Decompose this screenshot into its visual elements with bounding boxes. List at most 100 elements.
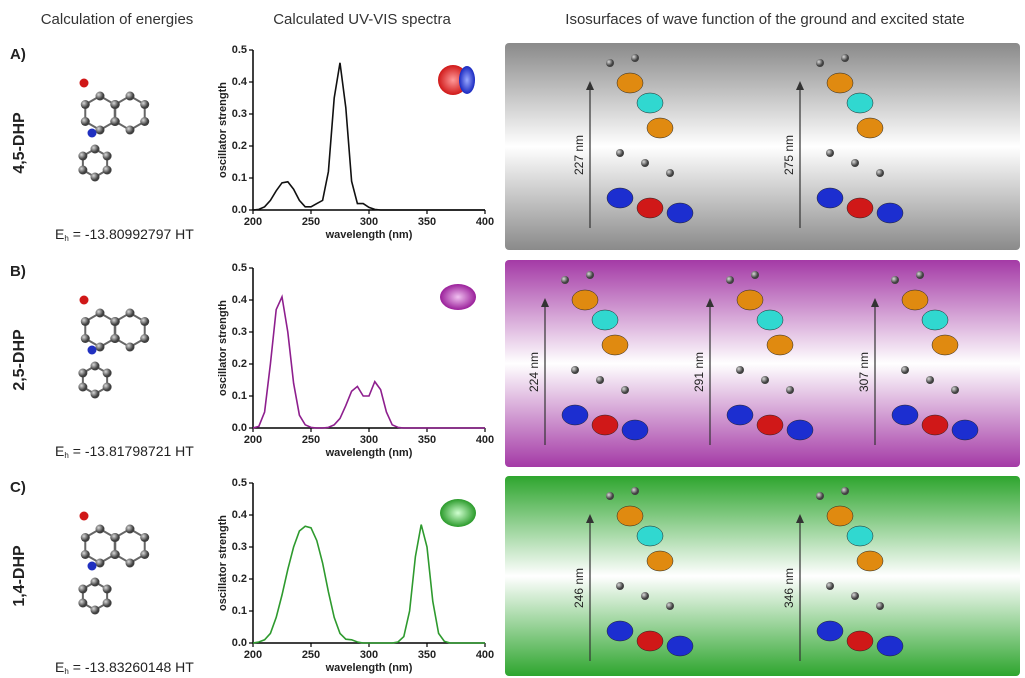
atom [110, 117, 120, 126]
orbital-lobe [951, 419, 979, 441]
y-tick-label: 0.4 [232, 76, 248, 88]
orbital-lobe [786, 419, 814, 441]
orbital-sketch [606, 54, 694, 224]
energy-subscript: h [64, 234, 68, 243]
orbital-lobe [606, 620, 634, 642]
atom [79, 295, 89, 305]
compound-name: 1,4-DHP [11, 545, 28, 607]
orbital-lobe [616, 505, 644, 527]
orbital-lobe [891, 404, 919, 426]
atom [736, 366, 744, 374]
orbital-lobe [856, 117, 884, 139]
y-tick-label: 0.4 [232, 509, 248, 521]
atom [891, 276, 899, 284]
x-tick-label: 400 [476, 434, 494, 446]
x-tick-label: 300 [360, 649, 378, 661]
arrow-head [586, 514, 594, 523]
energy-label: Eh = -13.80992797 HT [55, 226, 194, 243]
row-letter: B) [10, 263, 26, 280]
orbital-lobe [846, 525, 874, 547]
atom [606, 59, 614, 67]
energy-symbol: E [55, 443, 64, 459]
spectrum-line [252, 62, 485, 211]
orbital-lobe [816, 620, 844, 642]
atom [631, 487, 639, 495]
atom [90, 605, 100, 615]
atom [110, 100, 120, 109]
energy-value: = -13.80992797 HT [73, 226, 194, 242]
x-tick-label: 300 [360, 216, 378, 228]
orbital-lobe [636, 92, 664, 114]
atom [596, 376, 604, 384]
atom [110, 317, 120, 326]
orbital-lobe [621, 419, 649, 441]
orbital-sketch [816, 487, 904, 657]
orbital-lobe [666, 202, 694, 224]
orbital-lobe [856, 550, 884, 572]
atom [102, 368, 112, 378]
atom [666, 602, 674, 610]
atom [90, 144, 100, 154]
transition-label: 307 nm [857, 352, 871, 392]
orbital-lobe [756, 414, 784, 436]
y-tick-label: 0.0 [232, 637, 247, 649]
orbital-lobe [901, 289, 929, 311]
y-axis-label: oscillator strength [217, 300, 229, 396]
y-tick-label: 0.3 [232, 541, 247, 553]
atom [125, 308, 135, 318]
atom [102, 584, 112, 594]
orbital-lobe [826, 505, 854, 527]
atom [621, 386, 629, 394]
energy-value: = -13.81798721 HT [73, 443, 194, 459]
atom [95, 524, 105, 534]
x-tick-label: 300 [360, 434, 378, 446]
transition-label: 346 nm [782, 568, 796, 608]
x-tick-label: 350 [418, 216, 436, 228]
x-tick-label: 200 [244, 434, 262, 446]
atom [79, 78, 89, 88]
y-tick-label: 0.1 [232, 172, 247, 184]
orbital-sketch [891, 271, 979, 441]
x-axis-label: wavelength (nm) [325, 662, 413, 674]
y-tick-label: 0.0 [232, 422, 247, 434]
energy-value: = -13.83260148 HT [73, 659, 194, 675]
atom [102, 151, 112, 161]
atom [90, 172, 100, 182]
atom [80, 117, 90, 126]
orbital-lobe [636, 197, 664, 219]
arrow-head [796, 514, 804, 523]
atom [110, 533, 120, 542]
atom [78, 598, 88, 608]
x-tick-label: 250 [302, 216, 320, 228]
atom [78, 151, 88, 161]
x-tick-label: 200 [244, 216, 262, 228]
arrow-head [871, 298, 879, 307]
orbital-lobe [826, 72, 854, 94]
atom [110, 550, 120, 559]
atom [616, 149, 624, 157]
atom [95, 342, 105, 352]
molecule [78, 78, 150, 182]
y-tick-label: 0.4 [232, 294, 248, 306]
transition-label: 275 nm [782, 135, 796, 175]
atom [571, 366, 579, 374]
molecule [78, 295, 150, 399]
atom [80, 533, 90, 542]
y-axis-label: oscillator strength [217, 515, 229, 611]
orbital-lobe [666, 635, 694, 657]
atom [816, 492, 824, 500]
energy-subscript: h [64, 667, 68, 676]
energy-subscript: h [64, 451, 68, 460]
orbital-lobe [601, 334, 629, 356]
column-header: Isosurfaces of wave function of the grou… [565, 11, 964, 28]
molecule [78, 511, 150, 615]
atom [140, 117, 150, 126]
atom [876, 169, 884, 177]
orbital-sketch [726, 271, 814, 441]
atom [851, 592, 859, 600]
x-axis-label: wavelength (nm) [325, 447, 413, 459]
orbital-lobe [636, 630, 664, 652]
spectrum-chart: 0.0 0.1 0.2 0.3 0.4 0.5 200 250 300 350 400 wavelen… [217, 262, 494, 459]
y-tick-label: 0.2 [232, 358, 247, 370]
